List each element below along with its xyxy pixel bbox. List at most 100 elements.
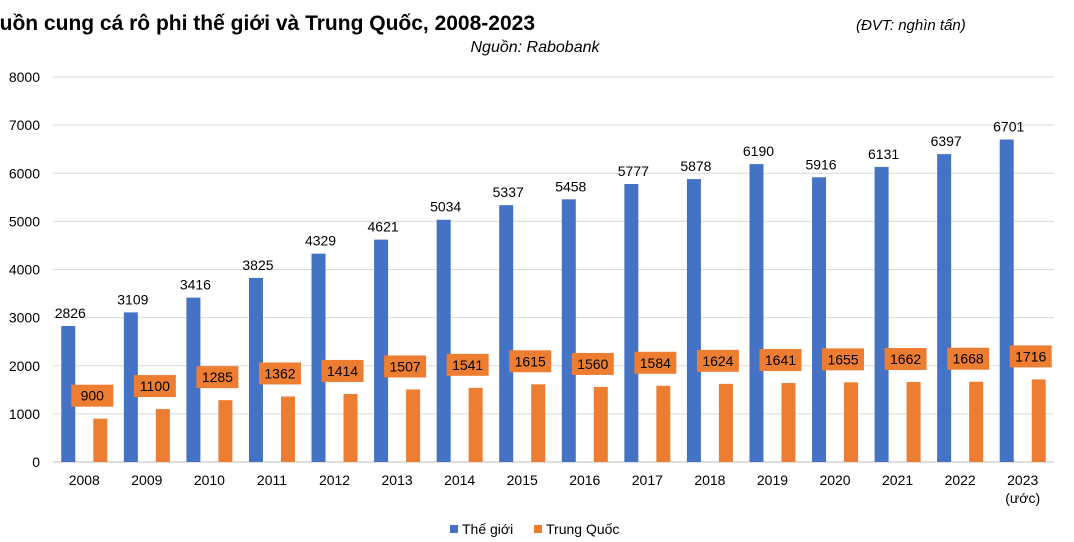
legend-label: Thế giới [462,521,513,537]
data-label-the-gioi: 3109 [117,291,148,307]
data-label-box-trung-quoc [634,351,677,374]
bar-trung-quoc [531,384,546,462]
bar-the-gioi [561,199,576,463]
bar-the-gioi [499,205,514,463]
x-tick-label: 2017 [632,472,663,488]
data-label-trung-quoc: 1560 [577,356,608,372]
bar-trung-quoc [218,400,233,462]
y-tick-label: 8000 [9,69,40,85]
legend-label: Trung Quốc [546,521,619,537]
data-label-box-trung-quoc [384,355,427,378]
x-tick-label: 2012 [319,472,350,488]
bar-trung-quoc [906,382,921,462]
bar-trung-quoc [1031,379,1046,462]
chart-unit-note: (ĐVT: nghìn tấn) [856,17,966,34]
data-label-trung-quoc: 1100 [140,378,170,394]
data-label-box-trung-quoc [509,350,552,373]
bar-trung-quoc [155,409,170,462]
x-tick-label: 2009 [131,472,162,488]
bar-trung-quoc [93,418,108,462]
data-label-box-trung-quoc [884,348,927,371]
bar-the-gioi [812,177,827,463]
legend-swatch [450,525,458,533]
bar-trung-quoc [343,393,358,462]
data-label-the-gioi: 5916 [805,156,836,172]
data-label-the-gioi: 6397 [931,133,962,149]
data-label-the-gioi: 4621 [368,219,399,235]
y-tick-label: 2000 [9,358,40,374]
data-label-the-gioi: 6701 [993,119,1024,135]
x-tick-label: 2008 [69,472,100,488]
data-label-box-trung-quoc [258,362,301,385]
data-label-trung-quoc: 1615 [515,353,546,369]
data-label-the-gioi: 2826 [55,305,86,321]
data-label-box-trung-quoc [196,366,239,389]
data-label-trung-quoc: 900 [81,388,105,404]
data-label-trung-quoc: 1655 [827,351,858,367]
x-tick-label: 2020 [819,472,850,488]
data-label-the-gioi: 6131 [868,146,899,162]
bar-trung-quoc [718,383,733,462]
y-tick-label: 6000 [9,165,40,181]
data-label-box-trung-quoc [321,359,364,382]
data-label-the-gioi: 4329 [305,233,336,249]
gridlines [53,76,1054,463]
chart-subtitle: Nguồn: Rabobank [471,39,601,56]
data-label-box-trung-quoc [696,349,739,372]
x-tick-label: 2021 [882,472,913,488]
data-label-trung-quoc: 1668 [953,351,984,367]
data-label-box-trung-quoc [1009,345,1052,368]
x-tick-label: 2011 [257,472,287,488]
data-label-trung-quoc: 1541 [452,357,483,373]
data-label-box-trung-quoc [446,353,489,376]
x-tick-note: (ước) [1005,490,1040,506]
data-label-the-gioi: 5034 [430,199,461,215]
bar-the-gioi [874,166,889,462]
chart-title: Nguồn cung cá rô phi thế giới và Trung Q… [0,12,535,35]
y-tick-label: 4000 [9,262,40,278]
x-axis: 2008 2009 2010 2011 2012 2013 2014 2015 2016 2017… [69,472,1040,506]
x-tick-label: 2013 [382,472,413,488]
bar-the-gioi [123,312,138,462]
bar-the-gioi [61,325,76,462]
data-label-trung-quoc: 1584 [640,355,671,371]
data-label-trung-quoc: 1507 [390,358,421,374]
bar-trung-quoc [781,383,796,462]
y-tick-label: 5000 [9,213,40,229]
legend-swatch [534,525,542,533]
bar-trung-quoc [280,396,295,462]
x-tick-label: 2010 [194,472,225,488]
bar-trung-quoc [468,387,483,462]
x-tick-label: 2014 [444,472,475,488]
data-label-box-trung-quoc [133,375,176,398]
data-label-box-trung-quoc [571,352,614,375]
y-tick-label: 0 [32,454,40,470]
y-tick-label: 3000 [9,310,40,326]
bar-trung-quoc [969,381,984,462]
data-label-trung-quoc: 1716 [1015,348,1046,364]
data-label-trung-quoc: 1624 [702,353,733,369]
data-label-trung-quoc: 1414 [327,363,358,379]
data-label-trung-quoc: 1662 [890,351,921,367]
data-label-the-gioi: 3416 [180,277,211,293]
x-tick-label: 2023 [1007,472,1038,488]
bar-the-gioi [374,239,389,462]
plot-area: 2826 900 3109 1100 3416 1285 3825 1362 4329 1414 4… [55,119,1052,463]
data-label-the-gioi: 5458 [555,178,586,194]
data-label-the-gioi: 3825 [242,257,273,273]
y-tick-label: 1000 [9,406,40,422]
data-label-box-trung-quoc [822,348,865,371]
x-tick-label: 2015 [507,472,538,488]
bar-the-gioi [436,219,451,462]
bar-trung-quoc [593,386,608,462]
data-label-trung-quoc: 1362 [264,365,295,381]
x-tick-label: 2019 [757,472,788,488]
data-label-box-trung-quoc [71,384,114,407]
data-label-trung-quoc: 1285 [202,369,233,385]
bar-the-gioi [937,154,952,462]
bar-the-gioi [686,179,701,462]
x-tick-label: 2018 [694,472,725,488]
data-label-trung-quoc: 1641 [765,352,796,368]
y-tick-label: 7000 [9,117,40,133]
